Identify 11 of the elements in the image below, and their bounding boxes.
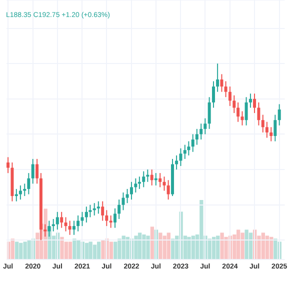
bar [14,241,18,260]
bar [108,241,113,260]
bar [92,244,96,260]
bar [134,235,138,260]
bar [146,235,150,260]
bar [64,241,68,260]
bar [96,241,100,260]
bar [43,208,47,260]
bar [240,232,244,260]
bar [150,226,154,260]
bar [68,241,72,260]
